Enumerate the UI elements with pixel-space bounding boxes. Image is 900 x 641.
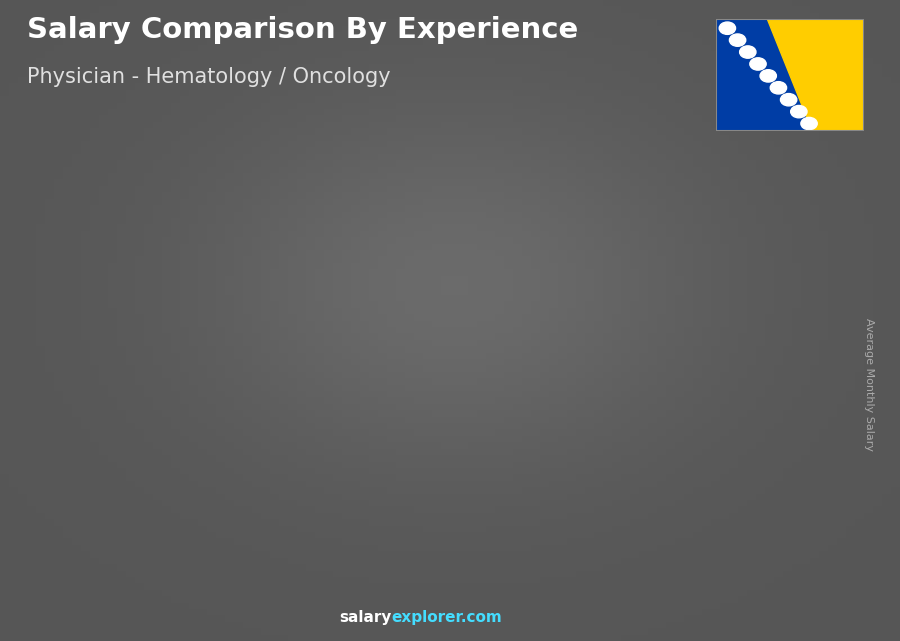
Text: Physician - Hematology / Oncology: Physician - Hematology / Oncology <box>27 67 391 87</box>
Polygon shape <box>332 381 425 389</box>
Polygon shape <box>768 19 864 131</box>
Polygon shape <box>85 492 177 500</box>
Text: Average Monthly Salary: Average Monthly Salary <box>863 318 874 451</box>
Polygon shape <box>161 492 177 564</box>
Text: +nan%: +nan% <box>374 307 490 333</box>
Polygon shape <box>409 381 425 564</box>
Circle shape <box>750 58 766 70</box>
Polygon shape <box>455 338 548 346</box>
Text: explorer.com: explorer.com <box>392 610 502 625</box>
Bar <box>85 500 161 564</box>
Text: salary: salary <box>339 610 392 625</box>
Circle shape <box>780 94 796 106</box>
Bar <box>208 444 284 564</box>
Text: +nan%: +nan% <box>127 406 243 436</box>
Bar <box>455 346 532 564</box>
Circle shape <box>740 46 756 58</box>
Text: 0 BAM: 0 BAM <box>660 242 697 255</box>
Text: +nan%: +nan% <box>622 237 737 257</box>
Polygon shape <box>580 300 672 308</box>
Polygon shape <box>208 437 301 444</box>
Circle shape <box>729 34 746 46</box>
Polygon shape <box>656 300 672 564</box>
Polygon shape <box>532 338 548 564</box>
Circle shape <box>770 81 787 94</box>
Polygon shape <box>284 437 301 564</box>
Text: 0 BAM: 0 BAM <box>536 285 573 298</box>
Polygon shape <box>779 257 796 564</box>
Circle shape <box>791 106 807 118</box>
Text: +nan%: +nan% <box>499 273 614 295</box>
Text: 0 BAM: 0 BAM <box>40 477 78 490</box>
Text: Salary Comparison By Experience: Salary Comparison By Experience <box>27 16 578 44</box>
Text: 0 BAM: 0 BAM <box>412 323 449 337</box>
Text: 0 BAM: 0 BAM <box>288 366 326 379</box>
Polygon shape <box>703 257 796 265</box>
Bar <box>703 265 779 564</box>
Bar <box>580 308 656 564</box>
Circle shape <box>801 117 817 129</box>
Circle shape <box>760 70 777 82</box>
Circle shape <box>719 22 735 35</box>
Text: +nan%: +nan% <box>251 350 366 376</box>
Text: 0 BAM: 0 BAM <box>165 422 202 435</box>
Bar <box>332 389 409 564</box>
